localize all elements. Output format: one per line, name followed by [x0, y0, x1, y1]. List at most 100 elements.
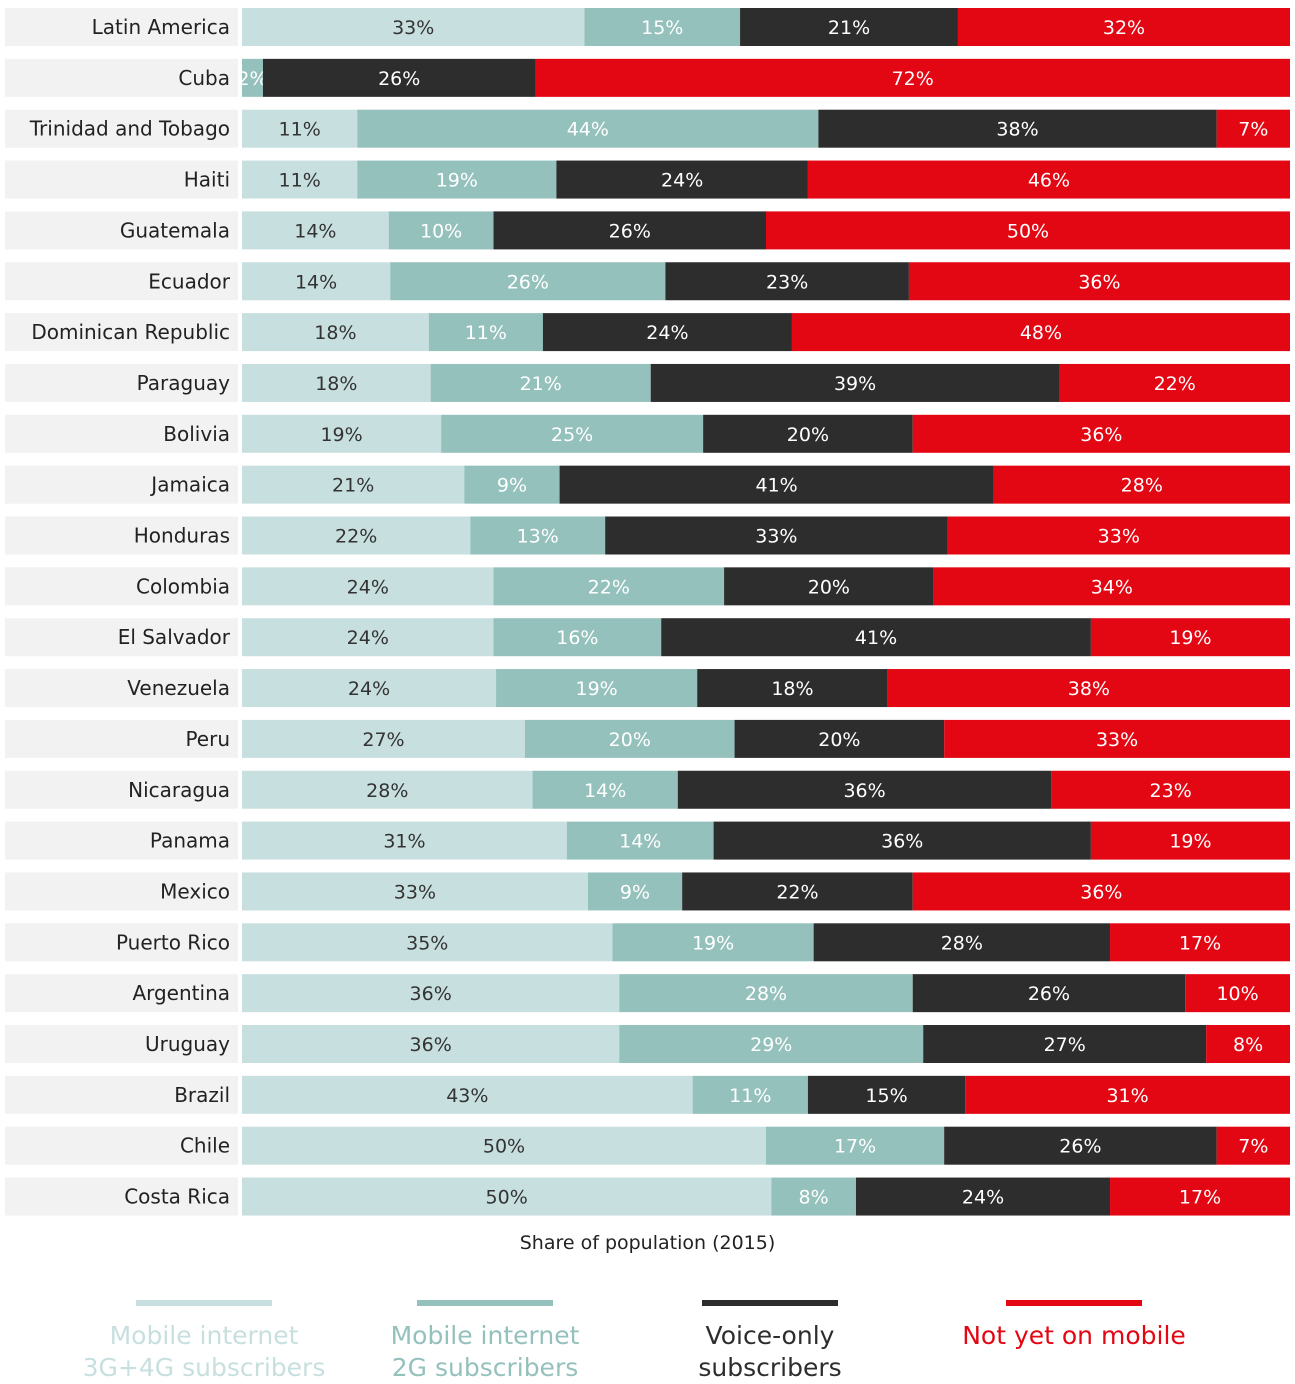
category-label-nicaragua: Nicaragua [128, 778, 230, 802]
category-label-bg [5, 567, 238, 606]
bar-segment [912, 414, 1290, 453]
data-label: 26% [507, 271, 549, 293]
bar-segment [1110, 923, 1290, 962]
data-label: 19% [692, 932, 734, 954]
data-label: 24% [347, 627, 389, 649]
stacked-bar-chart: Latin America 33% 15% 21% 32% Cuba 2% 26% 72% Tri… [5, 8, 1290, 1216]
legend-item-voice-only: Voice-only subscribers [620, 1300, 920, 1384]
data-label: 36% [843, 780, 885, 802]
category-label-bolivia: Bolivia [163, 422, 230, 446]
bar-segment [944, 719, 1290, 758]
category-label-argentina: Argentina [132, 981, 230, 1005]
data-label: 50% [486, 1187, 528, 1209]
data-label: 28% [745, 983, 787, 1005]
data-label: 14% [619, 831, 661, 853]
data-label: 33% [1098, 526, 1140, 548]
category-label-bg [5, 58, 238, 97]
category-label-cuba: Cuba [178, 66, 230, 90]
data-label: 19% [576, 678, 618, 700]
data-label: 15% [865, 1085, 907, 1107]
bar-segment [619, 1025, 924, 1063]
bar-segment [242, 1075, 693, 1114]
data-label: 36% [1080, 881, 1122, 903]
data-label: 19% [436, 170, 478, 192]
data-label: 20% [787, 424, 829, 446]
x-axis-label: Share of population (2015) [519, 1232, 776, 1254]
bar-segment [612, 923, 814, 962]
bar-segment [242, 211, 389, 250]
data-label: 17% [1179, 1187, 1221, 1209]
bar-segment [1051, 770, 1290, 809]
legend-label-3g4g: Mobile internet 3G+4G subscribers [82, 1321, 326, 1382]
category-label-el-salvador: El Salvador [118, 625, 231, 649]
legend-label-2g: Mobile internet 2G subscribers [390, 1321, 580, 1382]
bar-segment [242, 8, 585, 46]
bar-segment [242, 160, 358, 199]
bar-segment [1090, 618, 1290, 657]
bar-segment [965, 1075, 1290, 1114]
data-label: 36% [410, 983, 452, 1005]
data-label: 38% [996, 119, 1038, 141]
category-label-bg [5, 1126, 238, 1165]
bar-segment [242, 1126, 766, 1165]
data-label: 8% [799, 1187, 829, 1209]
data-label: 36% [881, 831, 923, 853]
category-label-dominican-republic: Dominican Republic [31, 320, 230, 344]
data-label: 41% [755, 475, 797, 497]
bar-segment [682, 872, 913, 911]
bar-segment [587, 872, 683, 911]
data-label: 24% [646, 322, 688, 344]
bar-segment [556, 160, 808, 199]
data-label: 35% [406, 932, 448, 954]
data-label: 9% [620, 881, 650, 903]
data-label: 48% [1020, 322, 1062, 344]
category-label-trinidad-and-tobago: Trinidad and Tobago [29, 117, 230, 141]
category-label-guatemala: Guatemala [120, 218, 230, 242]
legend-item-2g: Mobile internet 2G subscribers [335, 1300, 635, 1384]
bar-segment [388, 211, 494, 250]
category-label-bg [5, 262, 238, 301]
bar-segment [947, 516, 1290, 555]
category-label-bg [5, 669, 238, 708]
bar-segment [242, 923, 613, 962]
bar-segment [665, 262, 909, 301]
data-label: 46% [1028, 170, 1070, 192]
bar-segment [242, 770, 533, 809]
bar-segment [1216, 1126, 1290, 1165]
data-label: 28% [1121, 475, 1163, 497]
bar-segment [807, 160, 1290, 199]
data-label: 14% [295, 271, 337, 293]
bar-segment [957, 8, 1290, 46]
category-label-bg [5, 363, 238, 402]
legend-swatch-2g [417, 1300, 553, 1306]
category-label-uruguay: Uruguay [145, 1032, 230, 1056]
bar-segment [734, 719, 945, 758]
data-label: 26% [609, 220, 651, 242]
category-label-honduras: Honduras [134, 524, 230, 548]
data-label: 33% [755, 526, 797, 548]
bar-segment [242, 669, 497, 708]
bar-segment [1216, 109, 1290, 148]
bar-segment [703, 414, 913, 453]
data-label: 36% [1080, 424, 1122, 446]
legend-item-not-on-mobile: Not yet on mobile [924, 1300, 1224, 1352]
category-label-bg [5, 770, 238, 809]
bar-segment [1059, 363, 1290, 402]
data-label: 24% [661, 170, 703, 192]
bar-segment [771, 1177, 856, 1216]
category-label-costa-rica: Costa Rica [124, 1185, 230, 1209]
category-label-brazil: Brazil [174, 1083, 230, 1107]
bar-segment [566, 821, 714, 860]
data-label: 22% [776, 881, 818, 903]
data-label: 39% [834, 373, 876, 395]
bar-segment [713, 821, 1091, 860]
bar-segment [357, 109, 819, 148]
data-label: 10% [420, 220, 462, 242]
data-label: 19% [1169, 627, 1211, 649]
bar-segment [912, 872, 1290, 911]
data-label: 11% [279, 170, 321, 192]
data-label: 18% [771, 678, 813, 700]
bar-segment [428, 313, 543, 352]
bar-segment [242, 1025, 620, 1063]
bar-segment [242, 618, 494, 657]
